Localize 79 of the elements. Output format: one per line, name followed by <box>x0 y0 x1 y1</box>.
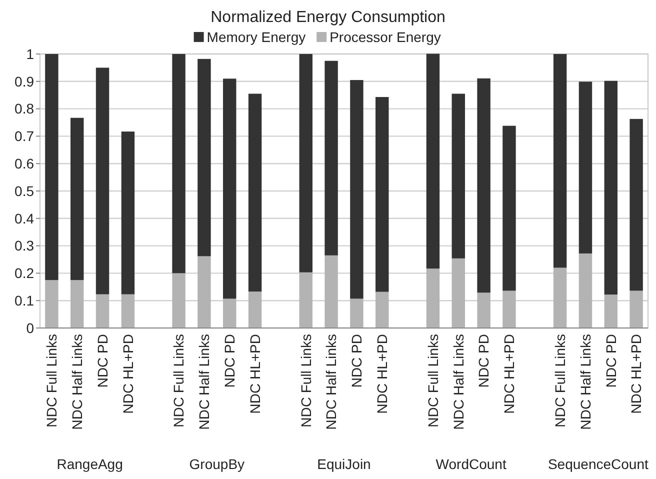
bar <box>121 132 135 294</box>
y-tick-label: 0.5 <box>14 182 34 199</box>
x-tick-label: NDC HL+PD <box>628 334 644 414</box>
bar <box>223 298 236 328</box>
bar <box>299 54 312 272</box>
bar <box>578 253 592 328</box>
y-tick-label: 0.9 <box>14 73 34 90</box>
bar <box>299 272 312 328</box>
bar <box>172 54 186 274</box>
bar <box>452 94 465 258</box>
bar <box>96 68 110 294</box>
text: SequenceCount <box>548 456 648 472</box>
x-tick-label: NDC Half Links <box>450 334 466 430</box>
x-tick-label: NDC Full Links <box>424 334 441 428</box>
y-tick-label: 0.7 <box>14 128 34 144</box>
bar <box>604 294 618 328</box>
x-tick-label: NDC Full Links <box>552 334 568 428</box>
bar <box>502 290 516 328</box>
bar <box>223 78 236 299</box>
x-tick-label: NDC Half Links <box>196 334 212 430</box>
y-tick-label: 1 <box>26 46 34 62</box>
legend-label: Processor Energy <box>330 29 441 45</box>
bar <box>248 292 262 328</box>
x-tick-label: NDC PD <box>476 334 492 388</box>
legend-label: Memory Energy <box>206 29 306 45</box>
bar <box>477 78 490 293</box>
x-tick-label: NDC PD <box>94 334 110 388</box>
x-tick-label: NDC Full Links <box>170 334 187 428</box>
x-tick-label: NDC HL+PD <box>246 334 263 414</box>
x-tick-label: NDC HL+PD <box>501 334 518 414</box>
x-tick-label: NDC HL+PD <box>374 334 390 414</box>
bar <box>45 280 58 328</box>
x-tick-label: NDC Full Links <box>44 334 60 428</box>
bar <box>477 292 490 328</box>
bar <box>553 54 567 268</box>
text: WordCount <box>436 456 506 472</box>
x-tick-label: NDC Half Links <box>323 334 340 430</box>
bar <box>452 258 465 328</box>
bar <box>324 60 338 256</box>
x-tick-label: NDC Half Links <box>577 334 594 430</box>
y-tick-label: 0.8 <box>14 100 34 117</box>
bar <box>70 280 84 328</box>
bar <box>630 118 643 291</box>
bar <box>604 80 618 295</box>
chart-title: Normalized Energy Consumption <box>210 9 446 26</box>
bar <box>502 126 516 291</box>
y-tick-label: 0.4 <box>14 210 34 226</box>
bar <box>350 298 364 328</box>
y-tick-label: 0.1 <box>14 292 34 308</box>
text: EquiJoin <box>317 456 371 472</box>
x-tick-label: NDC Full Links <box>298 334 314 428</box>
y-tick-label: 0.2 <box>14 265 34 282</box>
bar <box>70 118 84 280</box>
bar <box>376 292 389 328</box>
bar <box>248 94 262 292</box>
bar <box>426 54 440 269</box>
text: GroupBy <box>189 456 245 472</box>
bar <box>553 268 567 328</box>
bar <box>172 273 186 328</box>
bar <box>198 256 211 328</box>
x-tick-label: NDC PD <box>348 334 365 388</box>
bar <box>630 290 643 328</box>
bar <box>96 294 110 328</box>
x-tick-label: NDC HL+PD <box>120 334 136 414</box>
y-tick-label: 0.6 <box>14 156 34 172</box>
text: RangeAgg <box>56 456 123 472</box>
y-tick-label: 0 <box>26 320 34 336</box>
x-tick-label: NDC PD <box>602 334 619 388</box>
bar <box>121 294 135 328</box>
bar <box>376 97 389 292</box>
y-tick-label: 0.3 <box>14 238 34 254</box>
bar <box>350 80 364 299</box>
x-tick-label: NDC PD <box>222 334 238 388</box>
bar <box>426 268 440 328</box>
bar <box>45 54 58 280</box>
bar <box>198 58 211 256</box>
bar <box>578 82 592 254</box>
bar <box>324 255 338 328</box>
x-tick-label: NDC Half Links <box>69 334 86 430</box>
